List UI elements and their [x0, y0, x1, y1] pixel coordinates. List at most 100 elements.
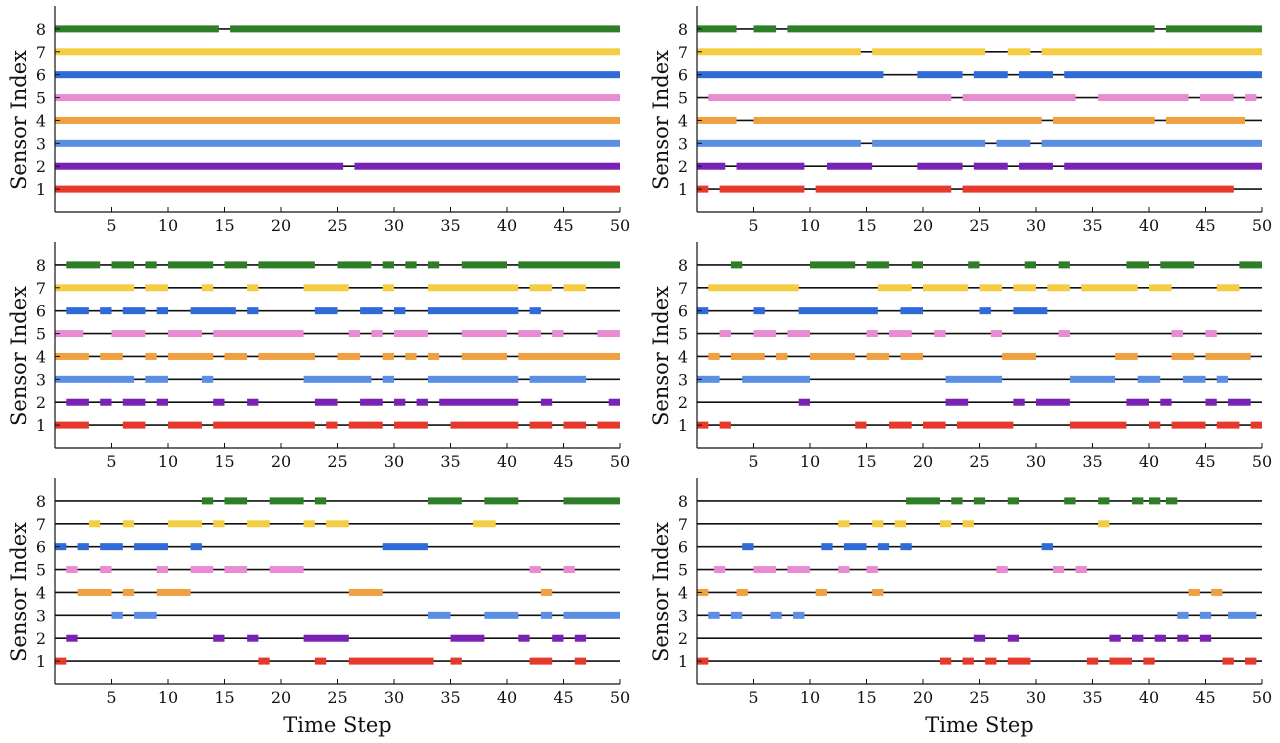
sensor-6-segment-1 [77, 543, 89, 551]
sensor-8-segment-0 [66, 261, 101, 269]
y-tick-label-7: 7 [36, 515, 46, 534]
sensor-1-segment-8 [1222, 657, 1234, 665]
sensor-7-segment-4 [303, 284, 349, 292]
sensor-2-segment-0 [66, 398, 89, 406]
sensor-4-segment-2 [145, 352, 157, 360]
sensor-7-segment-1 [877, 284, 912, 292]
y-axis-title: Sensor Index [7, 522, 31, 662]
sensor-8-segment-10 [461, 261, 507, 269]
sensor-6-segment-0 [55, 71, 620, 79]
x-tick-label-10: 10 [800, 216, 820, 235]
sensor-5-segment-3 [213, 330, 304, 338]
x-tick-label-20: 20 [913, 216, 933, 235]
x-axis-title: Time Step [283, 713, 391, 737]
sensor-1-segment-4 [1007, 657, 1031, 665]
sensor-2-segment-7 [574, 634, 587, 642]
sensor-8-segment-3 [1007, 497, 1020, 505]
x-tick-label-20: 20 [271, 688, 291, 707]
sensor-4-segment-2 [815, 588, 827, 596]
y-tick-label-6: 6 [36, 538, 46, 557]
sensor-1-segment-7 [1143, 657, 1155, 665]
sensor-3-segment-0 [55, 139, 620, 147]
sensor-6-segment-4 [1064, 71, 1262, 79]
sensor-8-segment-2 [787, 25, 1155, 33]
sensor-7-segment-2 [168, 520, 202, 528]
sensor-5-segment-1 [100, 566, 112, 574]
sensor-2-segment-2 [247, 634, 259, 642]
x-tick-label-15: 15 [856, 452, 876, 471]
y-axis-title: Sensor Index [649, 522, 673, 662]
sensor-6-segment-2 [843, 543, 867, 551]
x-tick-label-10: 10 [800, 688, 820, 707]
sensor-4-segment-4 [1188, 588, 1200, 596]
x-tick-label-30: 30 [1026, 452, 1046, 471]
sensor-8-segment-0 [697, 25, 737, 33]
sensor-8-segment-1 [224, 497, 248, 505]
x-tick-label-35: 35 [1082, 688, 1102, 707]
y-tick-label-4: 4 [678, 111, 688, 130]
sensor-1-segment-10 [597, 421, 620, 429]
x-tick-label-30: 30 [1026, 216, 1046, 235]
y-tick-label-3: 3 [678, 606, 688, 625]
x-tick-label-35: 35 [440, 216, 460, 235]
sensor-7-segment-6 [1081, 284, 1138, 292]
sensor-1-segment-10 [1250, 421, 1262, 429]
sensor-8-segment-3 [314, 497, 327, 505]
sensor-2-segment-5 [1160, 398, 1172, 406]
sensor-3-segment-1 [730, 611, 743, 619]
sensor-6-segment-5 [1041, 543, 1053, 551]
sensor-1-segment-5 [1086, 657, 1099, 665]
sensor-4-segment-9 [1205, 352, 1251, 360]
sensor-6-segment-9 [427, 307, 519, 315]
y-tick-label-5: 5 [36, 561, 46, 580]
sensor-5-segment-8 [518, 330, 541, 338]
sensor-5-segment-2 [156, 566, 168, 574]
sensor-3-segment-3 [1041, 139, 1262, 147]
sensor-8-segment-4 [224, 261, 248, 269]
sensor-2-segment-3 [917, 162, 963, 170]
sensor-8-segment-9 [1239, 261, 1262, 269]
x-tick-label-45: 45 [553, 688, 573, 707]
sensor-7-segment-6 [326, 520, 349, 528]
sensor-4-segment-4 [866, 352, 890, 360]
x-tick-label-10: 10 [158, 688, 178, 707]
y-tick-label-1: 1 [36, 416, 46, 435]
sensor-1-segment-3 [962, 185, 1234, 193]
sensor-1-segment-5 [348, 421, 383, 429]
y-tick-label-3: 3 [36, 606, 46, 625]
sensor-4-segment-3 [168, 352, 214, 360]
sensor-5-segment-0 [719, 330, 731, 338]
sensor-3-segment-3 [793, 611, 805, 619]
sensor-4-segment-2 [156, 588, 191, 596]
sensor-5-segment-2 [787, 330, 810, 338]
sensor-8-segment-1 [951, 497, 963, 505]
sensor-3-segment-4 [382, 375, 394, 383]
sensor-6-segment-5 [247, 307, 259, 315]
sensor-5-segment-4 [866, 566, 878, 574]
sensor-1-segment-3 [985, 657, 997, 665]
sensor-4-segment-1 [736, 588, 748, 596]
sensor-2-segment-5 [1019, 162, 1053, 170]
sensor-8-segment-5 [1098, 497, 1110, 505]
x-tick-label-35: 35 [1082, 452, 1102, 471]
sensor-5-segment-1 [753, 330, 777, 338]
sensor-2-segment-4 [450, 634, 485, 642]
sensor-8-segment-4 [1064, 497, 1076, 505]
sensor-7-segment-5 [1098, 520, 1110, 528]
sensor-6-segment-0 [697, 307, 709, 315]
x-tick-label-45: 45 [553, 216, 573, 235]
sensor-3-segment-5 [427, 375, 519, 383]
sensor-1-segment-0 [697, 421, 709, 429]
sensor-2-segment-2 [826, 162, 873, 170]
sensor-3-segment-0 [708, 611, 720, 619]
sensor-8-segment-4 [427, 497, 462, 505]
sensor-8-segment-7 [382, 261, 394, 269]
sensor-5-segment-2 [1098, 94, 1189, 102]
sensor-5-segment-0 [708, 94, 952, 102]
y-tick-label-3: 3 [678, 134, 688, 153]
sensor-6-segment-1 [753, 307, 765, 315]
x-tick-label-10: 10 [158, 216, 178, 235]
